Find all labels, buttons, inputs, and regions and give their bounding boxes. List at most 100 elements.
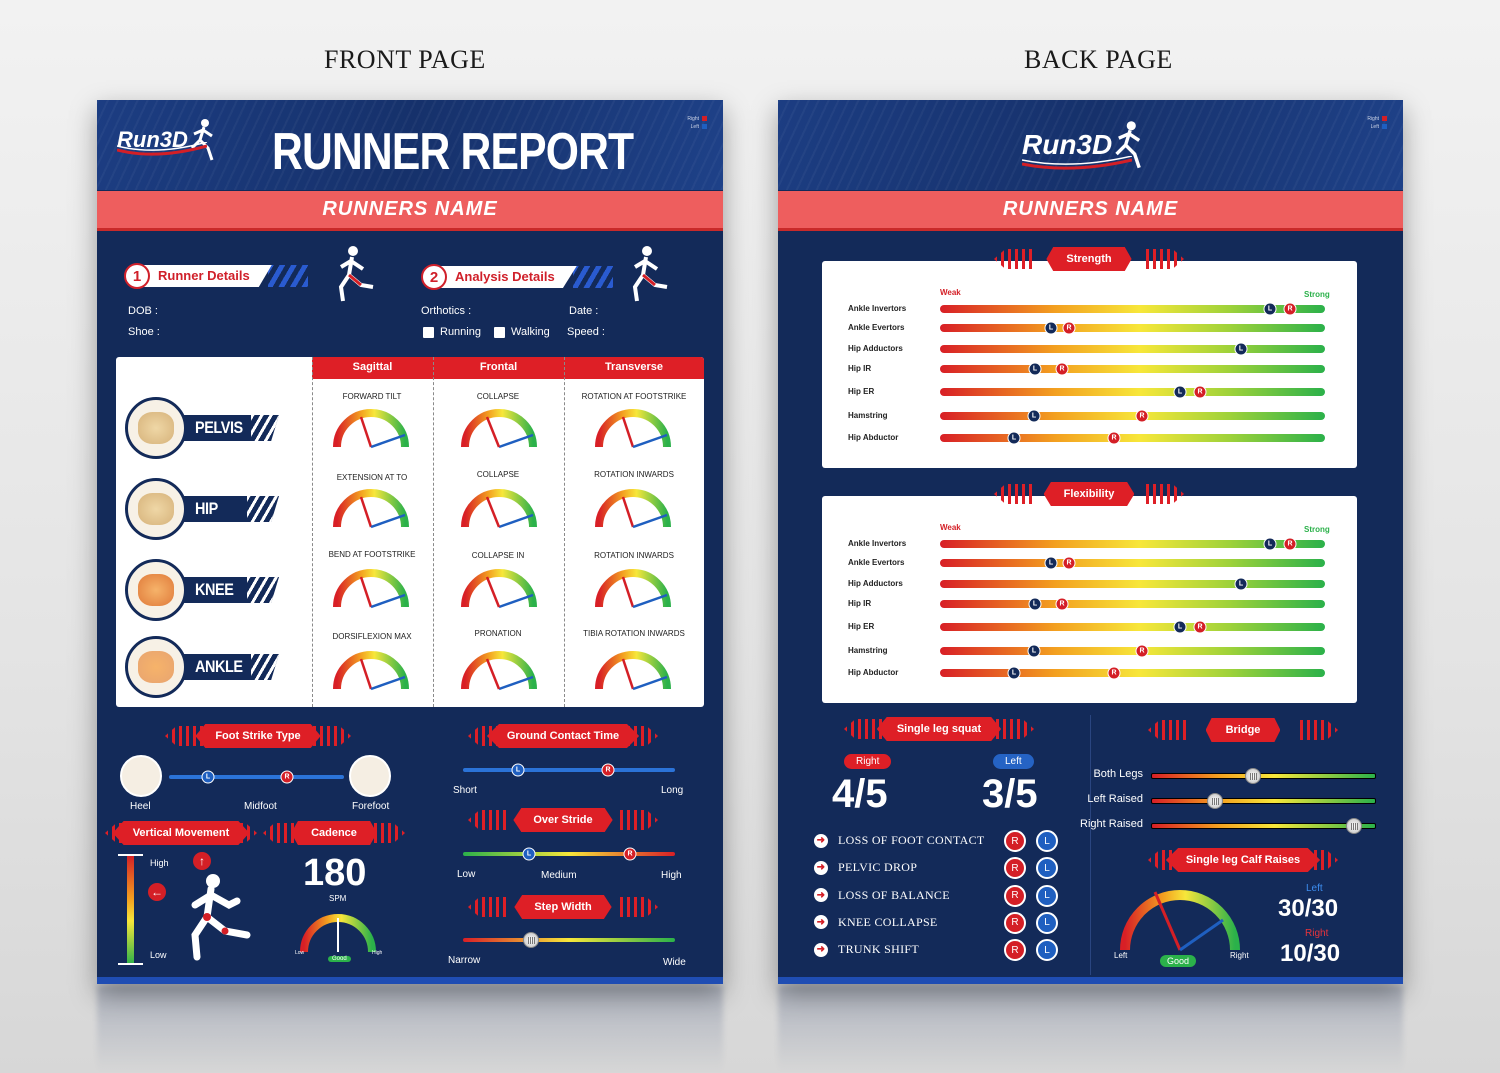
arrow-right-icon: ➜: [814, 942, 828, 957]
front-page-label: FRONT PAGE: [324, 45, 486, 74]
joint-banner: HIP: [181, 496, 279, 522]
low-label: Low: [457, 869, 476, 880]
col-header-transverse: Transverse: [604, 361, 664, 373]
left-toggle[interactable]: L: [1036, 884, 1058, 907]
narrow-label: Narrow: [448, 955, 481, 966]
runner-icon: [632, 246, 668, 302]
dob-label: DOB :: [128, 305, 158, 317]
arrow-right-icon: ➜: [814, 833, 828, 848]
row-label: Hamstring: [848, 411, 888, 420]
walking-label: Walking: [511, 326, 550, 338]
strength-scale-bar: [940, 580, 1325, 588]
strength-title: Strength: [994, 246, 1184, 272]
joint-knee: KNEE: [125, 559, 279, 621]
pill-text: Single leg squat: [876, 717, 1002, 741]
walking-option[interactable]: Walking: [494, 326, 550, 338]
runner-figure-icon: [191, 874, 251, 961]
low-label: Low: [150, 950, 167, 960]
calf-left-label: Left: [1306, 883, 1323, 894]
strength-scale-bar: [940, 365, 1325, 373]
bridge-knob[interactable]: [1245, 768, 1261, 784]
squat-item: ➜ LOSS OF BALANCE: [814, 888, 950, 903]
vertical-scale: [127, 855, 134, 965]
right-toggle[interactable]: R: [1004, 830, 1026, 852]
left-toggle[interactable]: L: [1036, 830, 1058, 852]
gauge-good: Good: [328, 956, 351, 962]
over-stride-title: Over Stride: [468, 807, 658, 833]
right-marker: R: [601, 763, 615, 777]
back-reflection: [778, 985, 1403, 1073]
section-number: 2: [421, 264, 447, 290]
running-checkbox[interactable]: [423, 326, 434, 338]
running-label: Running: [440, 326, 481, 338]
legend-left-label: Left: [1370, 124, 1379, 130]
row-label: Ankle Evertors: [848, 323, 905, 332]
running-option[interactable]: Running: [423, 326, 481, 338]
gauge-label: ROTATION INWARDS: [594, 551, 674, 560]
strength-scale-bar: [940, 559, 1325, 567]
step-width-title: Step Width: [468, 894, 658, 920]
strength-scale-bar: [940, 412, 1325, 420]
right-toggle[interactable]: R: [1004, 857, 1026, 880]
bridge-knob[interactable]: [1207, 793, 1223, 809]
over-stride-track: [463, 852, 675, 856]
bridge-knob[interactable]: [1346, 818, 1362, 834]
section-label: Analysis Details: [439, 266, 577, 288]
left-toggle[interactable]: L: [1036, 939, 1058, 962]
calf-raises-title: Single leg Calf Raises: [1148, 847, 1338, 873]
legend-left-label: Left: [690, 124, 699, 130]
foot-strike-title: Foot Strike Type: [165, 723, 351, 749]
strong-label: Strong: [1304, 525, 1330, 534]
knee-image: [125, 559, 187, 621]
gauge-label: COLLAPSE IN: [471, 551, 525, 560]
left-marker: L: [1028, 362, 1042, 376]
right-marker: R: [1055, 362, 1069, 376]
left-chip: Left: [993, 754, 1034, 769]
gauge-low: Low: [295, 950, 305, 956]
strength-scale-bar: [940, 647, 1325, 655]
pelvis-image: [125, 397, 187, 459]
hip-image: [125, 478, 187, 540]
walking-checkbox[interactable]: [494, 326, 505, 338]
right-toggle[interactable]: R: [1004, 939, 1026, 962]
pill-text: Vertical Movement: [112, 821, 250, 845]
gauge-label: ROTATION AT FOOTSTRIKE: [581, 392, 687, 401]
high-label: High: [661, 870, 682, 881]
strong-label: Strong: [1304, 290, 1330, 299]
left-toggle[interactable]: L: [1036, 857, 1058, 880]
section-divider: [1090, 715, 1091, 975]
left-marker: L: [1007, 666, 1021, 680]
runner-name-band: RUNNERS NAME: [778, 191, 1403, 231]
up-arrow-icon: ↑: [193, 852, 211, 870]
row-label: Hip ER: [848, 387, 875, 396]
runner-name: RUNNERS NAME: [322, 198, 498, 220]
right-marker: R: [1062, 321, 1076, 335]
left-marker: L: [1027, 644, 1041, 658]
step-width-knob: [523, 932, 539, 948]
gauge-dial: [593, 647, 673, 691]
date-label: Date :: [569, 305, 599, 317]
joint-hip: HIP: [125, 478, 279, 540]
right-toggle[interactable]: R: [1004, 911, 1026, 934]
short-label: Short: [453, 785, 477, 796]
bridge-scale-bar: [1151, 823, 1376, 829]
row-label: Hip IR: [848, 364, 872, 373]
left-toggle[interactable]: L: [1036, 911, 1058, 934]
table-divider: [312, 357, 313, 707]
left-marker: L: [1263, 537, 1277, 551]
pill-text: Strength: [1046, 247, 1132, 271]
back-logo: Run3D: [1022, 118, 1146, 172]
front-reflection: [97, 985, 723, 1073]
right-toggle[interactable]: R: [1004, 884, 1026, 907]
row-label: Hip Abductor: [848, 668, 899, 677]
gauge-label: DORSIFLEXION MAX: [332, 632, 412, 641]
gauge-label: FORWARD TILT: [342, 392, 402, 401]
left-marker: L: [1007, 431, 1021, 445]
back-header: [778, 100, 1403, 190]
joint-ankle: ANKLE: [125, 636, 279, 698]
